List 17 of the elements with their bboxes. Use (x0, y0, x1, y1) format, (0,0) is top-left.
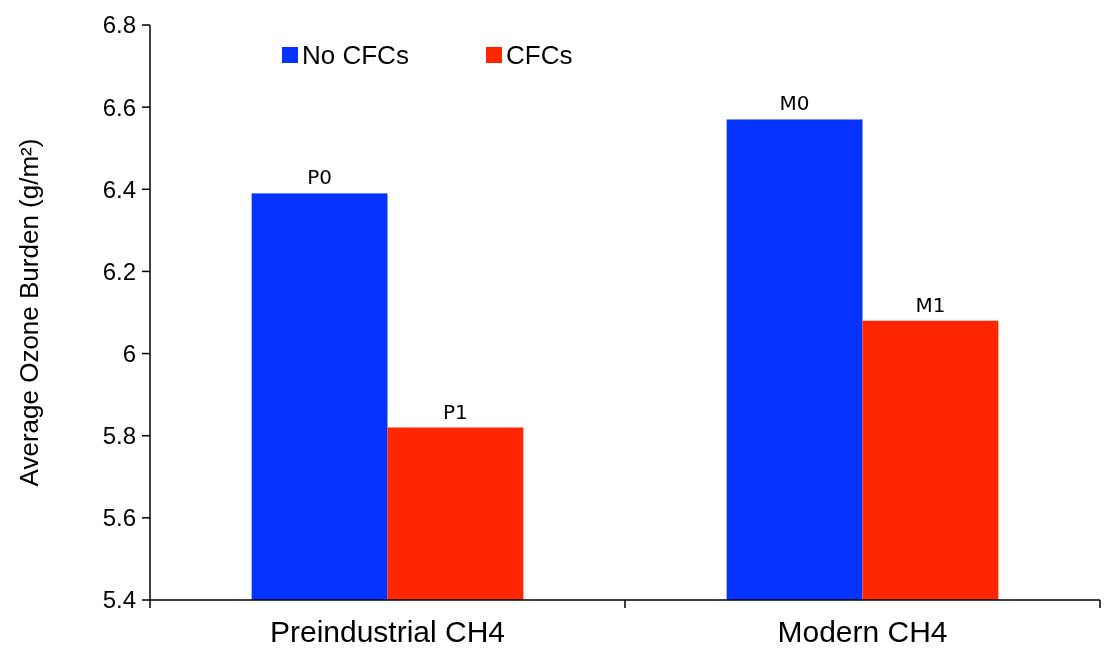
y-tick-label: 5.6 (102, 504, 136, 532)
y-tick-label: 6.4 (102, 175, 136, 203)
y-axis-title: Average Ozone Burden (g/m²) (14, 138, 44, 487)
x-tick-label: Modern CH4 (777, 615, 948, 648)
x-tick-label: Preindustrial CH4 (269, 615, 506, 648)
data-label: P0 (307, 165, 332, 190)
y-tick-label: 5.8 (102, 422, 136, 450)
legend-label: CFCs (506, 40, 573, 71)
data-label: P1 (443, 399, 468, 424)
y-tick-label: 6.8 (102, 11, 136, 39)
data-label: M1 (915, 292, 946, 317)
y-tick-label: 5.4 (102, 586, 136, 614)
legend-label: No CFCs (302, 40, 409, 71)
y-tick-label: 6.6 (102, 93, 136, 121)
y-tick-label: 6 (122, 339, 136, 367)
data-label: M0 (779, 91, 810, 116)
y-tick-label: 6.2 (102, 257, 136, 285)
